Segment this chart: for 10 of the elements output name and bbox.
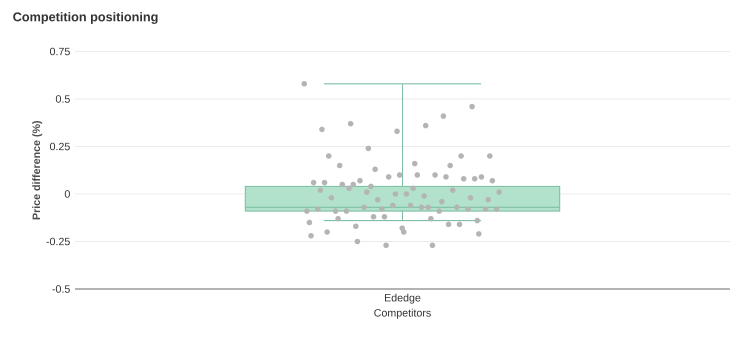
x-axis-title: Competitors bbox=[374, 308, 431, 319]
x-tick-label: Ededge bbox=[384, 294, 420, 304]
y-tick-label: 0 bbox=[64, 190, 70, 198]
y-tick-label: 0.5 bbox=[56, 95, 70, 103]
y-tick-label: -0.25 bbox=[46, 238, 70, 246]
y-tick-label: -0.5 bbox=[52, 285, 70, 293]
y-axis-title: Price difference (%) bbox=[32, 121, 42, 220]
y-tick-label: 0.25 bbox=[50, 142, 70, 150]
chart-title: Competition positioning bbox=[13, 12, 158, 24]
y-tick-label: 0.75 bbox=[50, 48, 70, 56]
